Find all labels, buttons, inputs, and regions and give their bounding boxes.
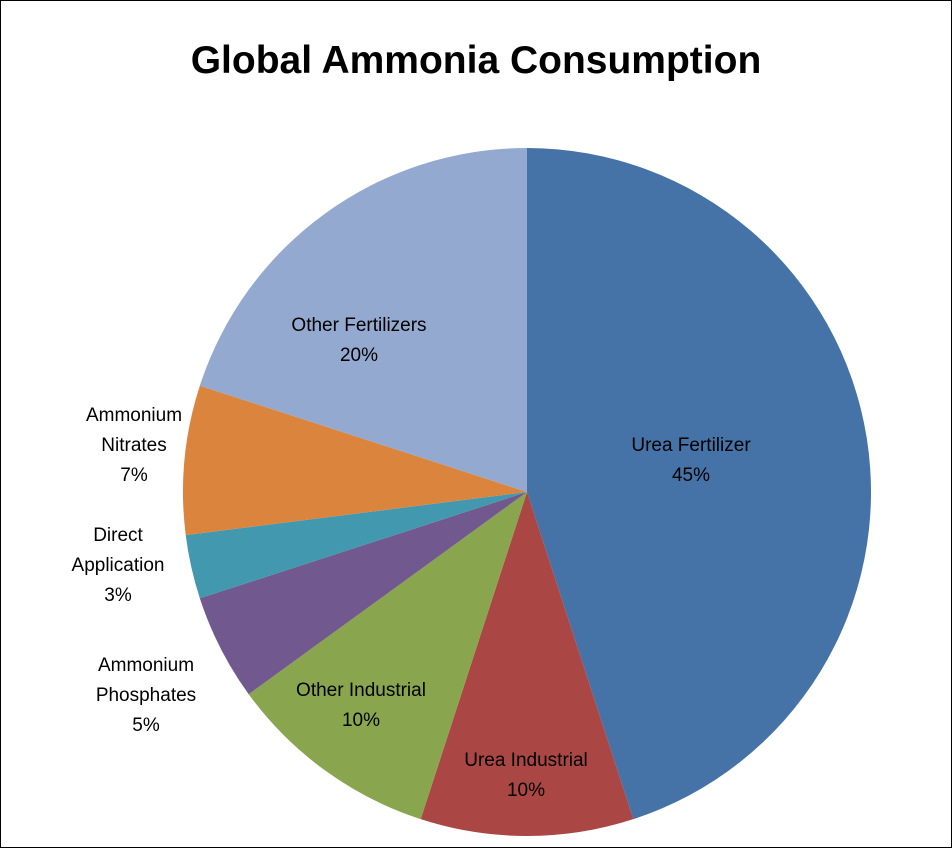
slice-label: Urea Fertilizer 45% <box>581 431 801 491</box>
pie-slice <box>527 148 872 820</box>
slice-value: 3% <box>104 585 132 606</box>
slice-category: Direct Application <box>71 525 165 576</box>
slice-label: Ammonium Nitrates 7% <box>69 401 199 491</box>
slice-value: 7% <box>120 465 148 486</box>
pie-slice <box>199 148 528 492</box>
slice-value: 10% <box>506 780 546 801</box>
slice-category: Other Fertilizers <box>291 315 427 336</box>
slice-label: Direct Application 3% <box>53 521 183 611</box>
slice-category: Urea Fertilizer <box>631 435 751 456</box>
pie-slice <box>182 385 527 536</box>
chart-title: Global Ammonia Consumption <box>190 39 762 82</box>
slice-category: Ammonium Phosphates <box>95 655 197 706</box>
slice-label: Ammonium Phosphates 5% <box>76 651 216 741</box>
pie-slice <box>248 492 527 820</box>
slice-value: 10% <box>341 710 381 731</box>
pie-slice <box>420 492 634 836</box>
slice-category: Other Industrial <box>296 680 426 701</box>
slice-label: Urea Industrial 10% <box>426 746 626 806</box>
slice-value: 5% <box>132 715 160 736</box>
slice-category: Urea Industrial <box>464 750 588 771</box>
slice-value: 45% <box>671 465 711 486</box>
slice-label: Other Industrial 10% <box>261 676 461 736</box>
pie-slice <box>185 492 528 599</box>
slice-label: Other Fertilizers 20% <box>249 311 469 371</box>
pie-slice <box>199 492 528 695</box>
slice-category: Ammonium Nitrates <box>85 405 183 456</box>
slice-value: 20% <box>339 345 379 366</box>
